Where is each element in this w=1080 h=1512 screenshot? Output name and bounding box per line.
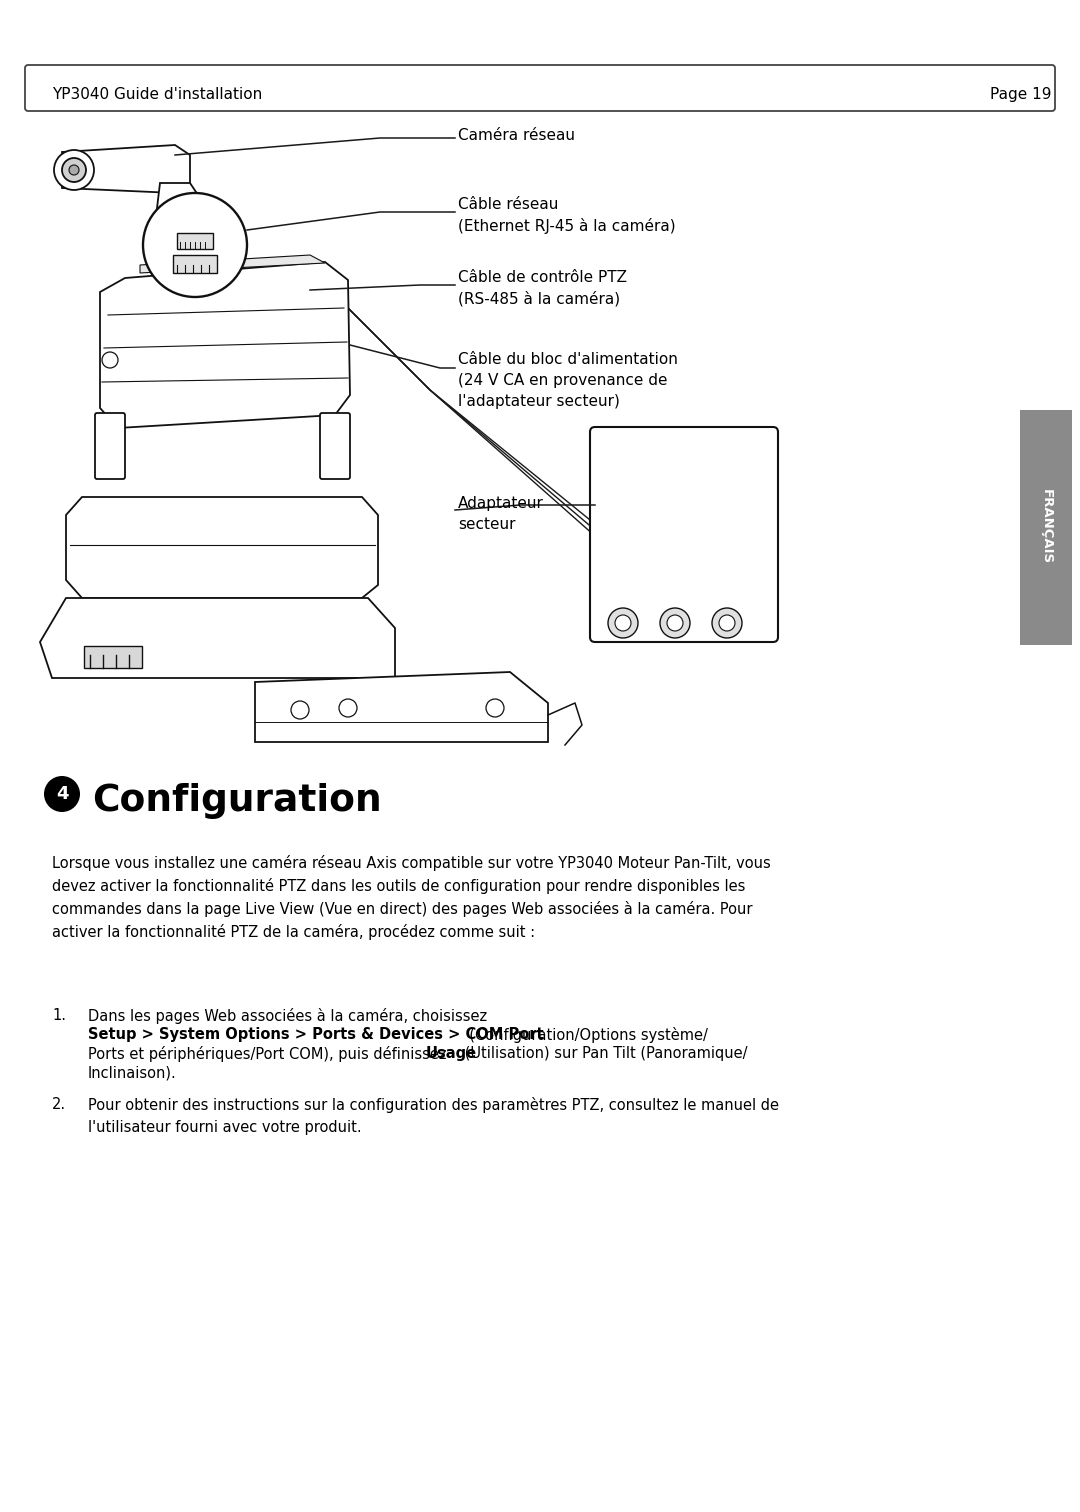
Text: Lorsque vous installez une caméra réseau Axis compatible sur votre YP3040 Moteur: Lorsque vous installez une caméra réseau… bbox=[52, 854, 771, 940]
Polygon shape bbox=[66, 497, 378, 599]
Circle shape bbox=[712, 608, 742, 638]
Polygon shape bbox=[62, 145, 190, 194]
Circle shape bbox=[54, 150, 94, 191]
Text: Inclinaison).: Inclinaison). bbox=[87, 1064, 177, 1080]
Text: Pour obtenir des instructions sur la configuration des paramètres PTZ, consultez: Pour obtenir des instructions sur la con… bbox=[87, 1098, 779, 1134]
Polygon shape bbox=[100, 262, 350, 428]
Text: Page 19: Page 19 bbox=[990, 88, 1052, 101]
Polygon shape bbox=[156, 183, 200, 245]
Circle shape bbox=[608, 608, 638, 638]
Text: 1.: 1. bbox=[52, 1009, 66, 1024]
FancyBboxPatch shape bbox=[25, 65, 1055, 110]
Text: Câble du bloc d'alimentation
(24 V CA en provenance de
l'adaptateur secteur): Câble du bloc d'alimentation (24 V CA en… bbox=[458, 352, 678, 410]
Text: 4: 4 bbox=[56, 785, 68, 803]
Bar bbox=[177, 233, 213, 249]
Text: 2.: 2. bbox=[52, 1098, 66, 1111]
Circle shape bbox=[62, 157, 86, 181]
Text: YP3040 Guide d'installation: YP3040 Guide d'installation bbox=[52, 88, 262, 101]
Circle shape bbox=[339, 699, 357, 717]
Polygon shape bbox=[140, 256, 325, 274]
Circle shape bbox=[102, 352, 118, 367]
Circle shape bbox=[143, 194, 247, 296]
Text: Dans les pages Web associées à la caméra, choisissez: Dans les pages Web associées à la caméra… bbox=[87, 1009, 487, 1024]
Text: Configuration: Configuration bbox=[92, 783, 381, 820]
Bar bbox=[173, 256, 217, 274]
Polygon shape bbox=[255, 671, 548, 742]
Text: (Configuration/Options système/: (Configuration/Options système/ bbox=[460, 1027, 707, 1043]
FancyBboxPatch shape bbox=[590, 426, 778, 643]
Text: Câble réseau
(Ethernet RJ-45 à la caméra): Câble réseau (Ethernet RJ-45 à la caméra… bbox=[458, 197, 676, 234]
Text: FRANÇAIS: FRANÇAIS bbox=[1039, 490, 1053, 564]
Circle shape bbox=[615, 615, 631, 631]
Circle shape bbox=[44, 776, 80, 812]
Circle shape bbox=[660, 608, 690, 638]
Text: Ports et périphériques/Port COM), puis définissez: Ports et périphériques/Port COM), puis d… bbox=[87, 1046, 451, 1061]
Text: Adaptateur
secteur: Adaptateur secteur bbox=[458, 496, 544, 532]
Text: Setup > System Options > Ports & Devices > COM Port: Setup > System Options > Ports & Devices… bbox=[87, 1027, 543, 1042]
Circle shape bbox=[667, 615, 683, 631]
Circle shape bbox=[69, 165, 79, 175]
Text: Caméra réseau: Caméra réseau bbox=[458, 129, 575, 144]
Circle shape bbox=[719, 615, 735, 631]
Bar bbox=[1020, 410, 1072, 646]
FancyBboxPatch shape bbox=[320, 413, 350, 479]
Text: Usage: Usage bbox=[426, 1046, 477, 1061]
Text: Câble de contrôle PTZ
(RS-485 à la caméra): Câble de contrôle PTZ (RS-485 à la camér… bbox=[458, 271, 627, 307]
Bar bbox=[84, 646, 141, 668]
FancyBboxPatch shape bbox=[95, 413, 125, 479]
Polygon shape bbox=[40, 599, 395, 677]
Circle shape bbox=[291, 702, 309, 720]
Text: (Utilisation) sur Pan Tilt (Panoramique/: (Utilisation) sur Pan Tilt (Panoramique/ bbox=[460, 1046, 747, 1061]
Circle shape bbox=[486, 699, 504, 717]
